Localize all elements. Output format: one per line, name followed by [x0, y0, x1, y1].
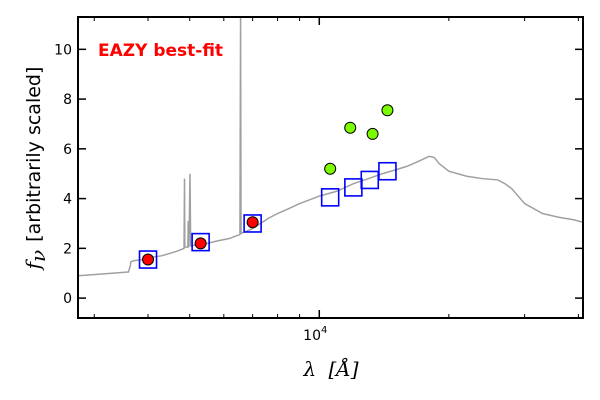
observed-flux-point [366, 127, 379, 140]
y-tick-label: 0 [63, 291, 72, 307]
axis-ticks: 0 2 4 6 8 10 104 [54, 17, 583, 344]
y-tick-label: 8 [63, 92, 72, 108]
model-flux-square [378, 161, 397, 181]
y-axis-subscript: ν [26, 250, 50, 262]
x-tick-label: 104 [303, 325, 327, 344]
x-axis-unit: [Å] [328, 356, 358, 381]
sed-template-line [78, 17, 583, 277]
annotation-label: EAZY best-fit [98, 41, 223, 61]
y-tick-label: 6 [63, 142, 72, 158]
observed-flux-point [246, 216, 259, 229]
observed-flux-point [142, 253, 155, 266]
y-tick-label: 2 [63, 241, 72, 257]
model-flux-square [320, 188, 340, 207]
observed-flux-point [324, 162, 337, 175]
observed-flux-point [381, 104, 394, 117]
observed-flux-point [344, 121, 357, 134]
y-tick-label: 4 [63, 192, 72, 208]
y-axis-label: fν[arbitrarily scaled] [21, 67, 50, 272]
data-layer [78, 17, 583, 277]
model-flux-square [191, 232, 210, 252]
y-tick-label: 10 [54, 42, 72, 58]
x-axis-label: λ [Å] [302, 356, 358, 381]
model-flux-square [138, 250, 158, 269]
plot-frame [77, 16, 584, 319]
observed-flux-point [194, 237, 207, 250]
y-axis-text: [arbitrarily scaled] [23, 67, 45, 242]
plot-area [78, 17, 583, 277]
x-axis-symbol: λ [302, 357, 316, 381]
model-flux-square [243, 214, 262, 233]
